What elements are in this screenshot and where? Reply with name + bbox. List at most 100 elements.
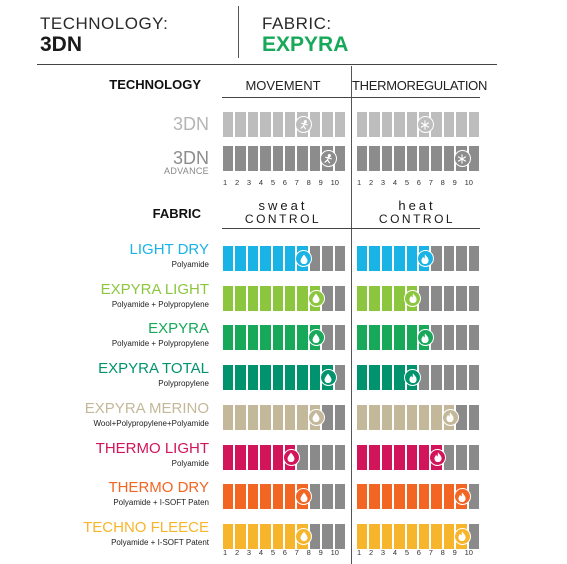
bar-segment xyxy=(431,146,442,171)
heat-control-bar xyxy=(357,404,480,430)
bar-segment xyxy=(419,146,430,171)
bar-segment xyxy=(260,404,271,430)
bar-segment xyxy=(369,325,380,351)
bar-segment xyxy=(235,404,246,430)
bar-segment xyxy=(334,246,346,271)
fabric-name: LIGHT DRY xyxy=(129,241,209,258)
bar-segment xyxy=(285,112,296,137)
bar-segment xyxy=(419,365,430,391)
bar-segment xyxy=(272,444,284,470)
fabric-name: THERMO DRY xyxy=(108,479,209,497)
axis-tick-label: 4 xyxy=(392,178,398,187)
bar-segment xyxy=(456,325,467,351)
flame-icon xyxy=(429,448,447,466)
axis-tick-label: 2 xyxy=(368,548,374,557)
sweat-control-bar xyxy=(223,325,346,351)
axis-tick-label: 4 xyxy=(258,178,264,187)
axis-tick-label: 3 xyxy=(246,548,252,557)
fabric-name: TECHNO FLEECE xyxy=(83,518,209,536)
bar-segment xyxy=(406,146,418,171)
bar-segment xyxy=(394,404,405,430)
bar-segment xyxy=(260,112,271,137)
water-drop-icon xyxy=(295,488,313,506)
bar-segment xyxy=(369,112,380,137)
bar-segment xyxy=(381,285,393,311)
header-divider xyxy=(238,6,239,58)
bar-segment xyxy=(369,365,380,391)
bar-segment xyxy=(456,444,467,470)
water-drop-icon xyxy=(307,329,325,347)
sweat-control-bar xyxy=(223,484,346,510)
axis-tick-label: 8 xyxy=(440,548,445,557)
bar-segment xyxy=(357,444,368,470)
bar-segment xyxy=(285,325,296,351)
bar-segment xyxy=(381,365,393,391)
bar-segment xyxy=(322,444,333,470)
heat-control-bar xyxy=(357,444,480,470)
bar-segment xyxy=(285,365,296,391)
bar-segment xyxy=(431,246,442,271)
bar-segment xyxy=(297,404,308,430)
snowflake-icon xyxy=(416,116,434,133)
water-drop-icon xyxy=(307,408,325,426)
bar-segment xyxy=(357,365,368,391)
bar-segment xyxy=(322,325,333,351)
bar-segment xyxy=(247,523,259,549)
sweat-heading-top: sweat xyxy=(258,198,308,213)
bar-segment xyxy=(406,325,418,351)
axis-tick-label: 10 xyxy=(330,548,339,557)
bar-segment xyxy=(443,484,455,510)
bar-segment xyxy=(272,285,284,311)
technology-header-label: TECHNOLOGY: xyxy=(40,14,169,33)
axis-tick-label: 1 xyxy=(357,178,362,187)
bar-segment xyxy=(247,146,259,171)
bar-segment xyxy=(394,325,405,351)
fabric-composition: Polyamide xyxy=(171,260,209,269)
bar-segment xyxy=(334,365,346,391)
axis-tick-label: 2 xyxy=(368,178,374,187)
axis-tick-label: 9 xyxy=(452,548,457,557)
bar-segment xyxy=(260,484,271,510)
bar-segment xyxy=(223,112,234,137)
bar-segment xyxy=(381,444,393,470)
axis-tick-label: 1 xyxy=(357,548,362,557)
axis-tick-label: 10 xyxy=(330,178,339,187)
bar-segment xyxy=(456,285,467,311)
bar-segment xyxy=(260,523,271,549)
bar-segment xyxy=(309,112,321,137)
axis-tick-label: 9 xyxy=(452,178,457,187)
bar-segment xyxy=(369,444,380,470)
bar-segment xyxy=(456,404,467,430)
bar-segment xyxy=(309,246,321,271)
bar-segment xyxy=(260,146,271,171)
axis-tick-label: 1 xyxy=(223,178,228,187)
bar-segment xyxy=(247,365,259,391)
bar-segment xyxy=(260,444,271,470)
axis-tick-label: 6 xyxy=(416,178,421,187)
bar-segment xyxy=(260,365,271,391)
water-drop-icon xyxy=(282,448,300,466)
bar-segment xyxy=(443,523,455,549)
axis-tick-label: 3 xyxy=(246,178,252,187)
water-drop-icon xyxy=(319,369,337,387)
bar-segment xyxy=(272,404,284,430)
heat-control-axis: 1 2 3 4 5 6 7 8 9 10 xyxy=(357,548,473,557)
bar-segment xyxy=(419,484,430,510)
sweat-control-bar xyxy=(223,444,346,470)
bar-segment xyxy=(468,285,480,311)
bar-segment xyxy=(334,285,346,311)
fabric-composition: Polyamide + I-SOFT Paten xyxy=(113,498,209,508)
bar-segment xyxy=(322,523,333,549)
bar-segment xyxy=(468,146,480,171)
thermoregulation-axis: 1 2 3 4 5 6 7 8 9 10 xyxy=(357,178,473,187)
bar-segment xyxy=(247,112,259,137)
axis-tick-label: 7 xyxy=(294,178,299,187)
bar-segment xyxy=(369,146,380,171)
bar-segment xyxy=(369,285,380,311)
bar-segment xyxy=(235,112,246,137)
bar-segment xyxy=(223,146,234,171)
axis-tick-label: 3 xyxy=(380,548,386,557)
axis-tick-label: 5 xyxy=(404,178,409,187)
technology-name: 3DN xyxy=(172,148,209,168)
bar-segment xyxy=(357,285,368,311)
